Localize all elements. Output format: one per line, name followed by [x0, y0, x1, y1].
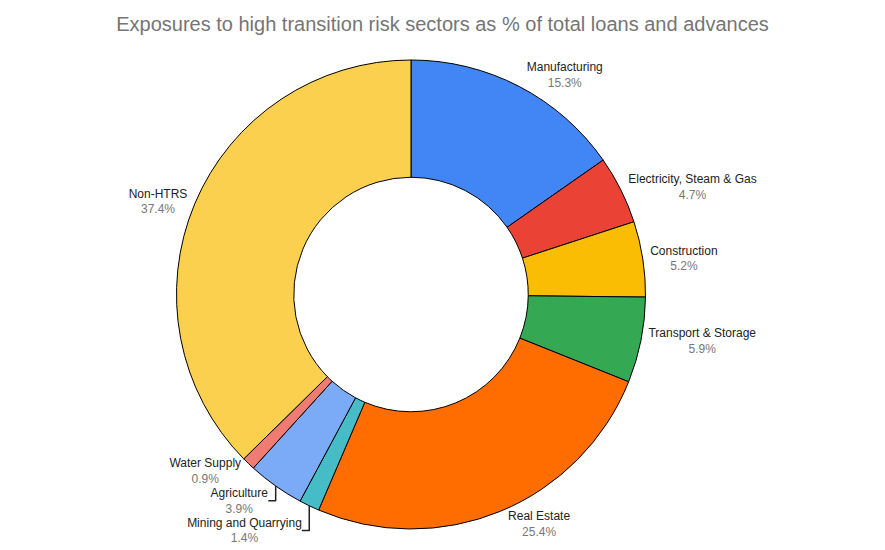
svg-text:Manufacturing15.3%: Manufacturing15.3% [527, 60, 603, 90]
svg-text:Real Estate25.4%: Real Estate25.4% [508, 509, 570, 539]
svg-text:Agriculture3.9%: Agriculture3.9% [211, 486, 269, 516]
svg-text:Electricity, Steam & Gas4.7%: Electricity, Steam & Gas4.7% [628, 172, 756, 202]
svg-text:Exposures to high transition r: Exposures to high transition risk sector… [116, 13, 769, 35]
svg-text:Construction5.2%: Construction5.2% [650, 244, 717, 274]
svg-text:Transport & Storage5.9%: Transport & Storage5.9% [648, 326, 756, 356]
svg-text:Water Supply0.9%: Water Supply0.9% [169, 456, 241, 486]
svg-text:Non-HTRS37.4%: Non-HTRS37.4% [129, 187, 188, 217]
svg-text:Mining and Quarrying1.4%: Mining and Quarrying1.4% [187, 516, 302, 546]
